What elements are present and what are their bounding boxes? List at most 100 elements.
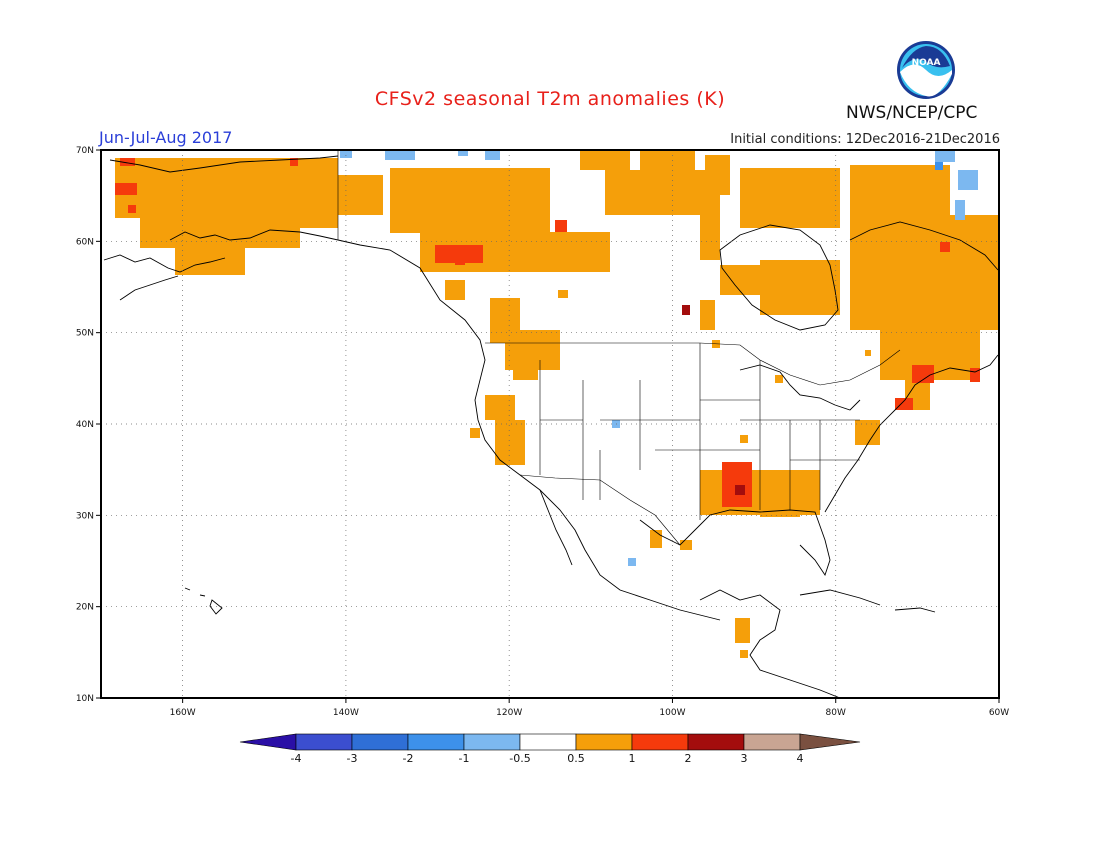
anomaly-cell	[700, 300, 715, 330]
agency-label: NWS/NCEP/CPC	[846, 103, 978, 123]
coastline-hudson-bay	[719, 224, 839, 331]
colorbar-label: 0.5	[567, 752, 585, 765]
coastline-west	[337, 239, 721, 621]
coastline-arctic	[109, 155, 339, 173]
colorbar-label: -3	[347, 752, 358, 765]
anomaly-cell	[775, 375, 783, 383]
anomaly-cell	[605, 170, 720, 215]
colorbar-segment	[295, 733, 353, 751]
colorbar-arrow-high	[799, 733, 861, 751]
colorbar-label: -0.5	[509, 752, 530, 765]
colorbar-segment	[631, 733, 689, 751]
anomaly-cell	[650, 530, 662, 548]
anomaly-cell	[580, 150, 630, 170]
anomaly-cell	[700, 215, 720, 260]
anomaly-cell	[850, 165, 950, 220]
anomaly-cell	[628, 558, 636, 566]
anomaly-cell	[680, 540, 692, 550]
borders-us-states	[539, 343, 860, 520]
anomaly-cell	[735, 485, 745, 495]
noaa-logo-icon: NOAA	[897, 41, 955, 99]
colorbar-label: 3	[741, 752, 748, 765]
anomaly-cell	[682, 305, 690, 315]
anomaly-cell	[955, 200, 965, 220]
lon-tick-label: 140W	[333, 708, 359, 718]
logo-text: NOAA	[912, 58, 941, 68]
anomaly-cell	[855, 420, 880, 445]
colorbar-segment	[407, 733, 465, 751]
anomaly-cell	[970, 368, 980, 382]
anomaly-cell	[128, 205, 136, 213]
lon-tick-label: 60W	[989, 708, 1009, 718]
colorbar-segment	[519, 733, 577, 751]
anomaly-cell	[735, 618, 750, 643]
lat-tick-label: 50N	[76, 329, 94, 339]
lon-tick-label: 120W	[496, 708, 522, 718]
coastline-central-america	[699, 589, 841, 699]
lat-tick-label: 40N	[76, 420, 94, 430]
colorbar-label: -1	[459, 752, 470, 765]
lon-tick-label: 160W	[170, 708, 196, 718]
coastline-cuba	[799, 589, 881, 606]
anomaly-cell	[705, 155, 730, 195]
axis-labels: 70N 60N 50N 40N 30N 20N 10N 160W 140W 120W 100W 80W…	[76, 146, 1009, 718]
anomaly-cells	[115, 150, 1000, 658]
anomaly-cell	[445, 280, 465, 300]
anomaly-cell	[300, 158, 338, 228]
lon-tick-label: 80W	[826, 708, 846, 718]
anomaly-cell	[558, 290, 568, 298]
anomaly-cell	[740, 650, 748, 658]
anomaly-cell	[458, 150, 468, 156]
anomaly-cell	[455, 260, 465, 265]
border-us-canada	[485, 342, 901, 386]
anomaly-cell	[760, 260, 840, 315]
anomaly-cell	[338, 175, 383, 215]
coastline-labrador	[849, 221, 999, 271]
anomaly-cell	[470, 428, 480, 438]
coastline-hawaii	[184, 587, 223, 615]
anomaly-cell	[390, 168, 550, 233]
anomaly-cell	[385, 150, 415, 160]
lon-tick-label: 100W	[659, 708, 685, 718]
lat-tick-label: 70N	[76, 146, 94, 156]
coastline-hispaniola	[894, 607, 936, 613]
anomaly-cell	[555, 220, 567, 232]
anomaly-cell	[120, 158, 135, 166]
anomaly-cell	[513, 360, 538, 380]
anomaly-cell	[485, 395, 515, 420]
coastlines	[103, 155, 999, 699]
anomaly-cell	[865, 350, 871, 356]
initial-conditions: Initial conditions: 12Dec2016-21Dec2016	[730, 132, 1000, 147]
colorbar-label: 1	[629, 752, 636, 765]
colorbar-arrow-low	[239, 733, 297, 751]
anomaly-cell	[115, 183, 137, 195]
anomaly-cell	[290, 158, 298, 166]
colorbar-label: 2	[685, 752, 692, 765]
forecast-period: Jun-Jul-Aug 2017	[99, 128, 233, 147]
colorbar-segment	[463, 733, 521, 751]
anomaly-cell	[935, 162, 943, 170]
lat-tick-label: 20N	[76, 603, 94, 613]
colorbar-segment	[575, 733, 633, 751]
anomaly-cell	[850, 215, 1000, 330]
anomaly-cell	[740, 435, 748, 443]
anomaly-cell	[340, 150, 352, 158]
anomaly-cell	[435, 245, 483, 263]
coastline-great-lakes	[739, 364, 861, 411]
anomaly-cell	[495, 420, 525, 465]
colorbar: -4 -3 -2 -1 -0.5 0.5 1 2 3 4	[239, 733, 861, 765]
colorbar-label: 4	[797, 752, 804, 765]
anomaly-cell	[640, 150, 695, 175]
lat-tick-label: 10N	[76, 694, 94, 704]
map-title: CFSv2 seasonal T2m anomalies (K)	[374, 88, 726, 110]
anomaly-cell	[958, 170, 978, 190]
colorbar-label: -2	[403, 752, 414, 765]
colorbar-segment	[351, 733, 409, 751]
colorbar-label: -4	[291, 752, 302, 765]
lat-tick-label: 60N	[76, 237, 94, 247]
anomaly-cell	[940, 242, 950, 252]
anomaly-cell	[720, 265, 765, 295]
lat-tick-label: 30N	[76, 511, 94, 521]
anomaly-cell	[895, 398, 913, 410]
colorbar-segment	[743, 733, 801, 751]
